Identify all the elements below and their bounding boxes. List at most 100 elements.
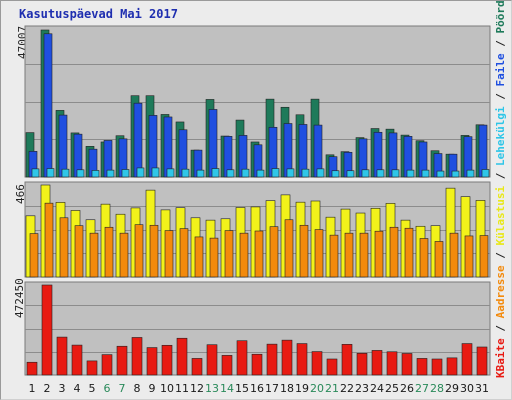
bar-aadresse-day-7 <box>119 232 129 278</box>
bar-kbaite-day-25 <box>386 351 398 376</box>
bar-lehekülgi-day-15 <box>241 168 250 178</box>
bar-kbaite-day-14 <box>221 355 233 376</box>
bar-kbaite-day-2 <box>41 284 53 376</box>
chart-title: Kasutuspäevad Mai 2017 <box>19 7 178 21</box>
bar-lehekülgi-day-12 <box>196 169 205 178</box>
bar-faile-day-13 <box>208 109 218 178</box>
x-tick-label-30: 30 <box>460 382 474 395</box>
bar-aadresse-day-27 <box>419 238 429 278</box>
bar-aadresse-day-26 <box>404 227 414 278</box>
bar-lehekülgi-day-13 <box>211 168 220 178</box>
bar-aadresse-day-21 <box>329 234 339 278</box>
bar-kbaite-day-28 <box>431 358 443 376</box>
x-tick-label-19: 19 <box>295 382 309 395</box>
bar-aadresse-day-2 <box>44 202 54 278</box>
x-tick-label-27: 27 <box>415 382 429 395</box>
bar-lehekülgi-day-6 <box>106 169 115 178</box>
x-tick-label-13: 13 <box>205 382 219 395</box>
bar-kbaite-day-15 <box>236 340 248 376</box>
bar-lehekülgi-day-25 <box>391 169 400 178</box>
bar-lehekülgi-day-23 <box>361 169 370 178</box>
bar-aadresse-day-20 <box>314 229 324 278</box>
bar-kbaite-day-19 <box>296 343 308 376</box>
bar-lehekülgi-day-1 <box>31 168 40 178</box>
bar-faile-day-2 <box>43 33 53 178</box>
bar-kbaite-day-10 <box>161 344 173 376</box>
bar-lehekülgi-day-14 <box>226 169 235 178</box>
bar-aadresse-day-15 <box>239 232 249 278</box>
x-tick-label-31: 31 <box>475 382 489 395</box>
bar-kbaite-day-16 <box>251 353 263 376</box>
x-tick-label-1: 1 <box>29 382 36 395</box>
bar-kbaite-day-11 <box>176 337 188 376</box>
bar-lehekülgi-day-29 <box>451 170 460 178</box>
x-tick-label-11: 11 <box>175 382 189 395</box>
bar-lehekülgi-day-22 <box>346 170 355 178</box>
bar-kbaite-day-22 <box>341 344 353 376</box>
bar-aadresse-day-25 <box>389 226 399 278</box>
bar-lehekülgi-day-10 <box>166 168 175 178</box>
bar-aadresse-day-14 <box>224 230 234 278</box>
bar-aadresse-day-3 <box>59 217 69 278</box>
bar-lehekülgi-day-17 <box>271 168 280 178</box>
bar-lehekülgi-day-8 <box>136 167 145 178</box>
bar-kbaite-day-27 <box>416 358 428 376</box>
bar-kbaite-day-20 <box>311 351 323 376</box>
bar-lehekülgi-day-19 <box>301 168 310 178</box>
x-tick-label-7: 7 <box>119 382 126 395</box>
x-tick-label-15: 15 <box>235 382 249 395</box>
x-tick-label-2: 2 <box>44 382 51 395</box>
bar-lehekülgi-day-31 <box>481 169 490 178</box>
bar-aadresse-day-10 <box>164 230 174 278</box>
x-tick-label-25: 25 <box>385 382 399 395</box>
bar-aadresse-day-18 <box>284 219 294 278</box>
bar-lehekülgi-day-7 <box>121 169 130 178</box>
bar-lehekülgi-day-21 <box>331 170 340 178</box>
bar-aadresse-day-28 <box>434 241 444 278</box>
bar-aadresse-day-16 <box>254 230 264 278</box>
bar-kbaite-day-8 <box>131 337 143 376</box>
bar-aadresse-day-5 <box>89 232 99 278</box>
bar-aadresse-day-6 <box>104 226 114 278</box>
bar-lehekülgi-day-27 <box>421 169 430 178</box>
bar-kbaite-day-31 <box>476 346 488 376</box>
x-tick-label-26: 26 <box>400 382 414 395</box>
bar-aadresse-day-19 <box>299 224 309 278</box>
x-tick-label-12: 12 <box>190 382 204 395</box>
x-tick-label-17: 17 <box>265 382 279 395</box>
bar-lehekülgi-day-24 <box>376 169 385 178</box>
bar-kbaite-day-24 <box>371 350 383 376</box>
x-tick-label-3: 3 <box>59 382 66 395</box>
bar-aadresse-day-22 <box>344 232 354 278</box>
bar-aadresse-day-11 <box>179 228 189 278</box>
bar-lehekülgi-day-30 <box>466 169 475 178</box>
bar-kbaite-day-21 <box>326 358 338 376</box>
bar-kbaite-day-23 <box>356 352 368 376</box>
bar-faile-day-8 <box>133 102 143 178</box>
bar-lehekülgi-day-2 <box>46 168 55 178</box>
bar-faile-day-10 <box>163 116 173 178</box>
bar-kbaite-day-30 <box>461 343 473 376</box>
bar-aadresse-day-31 <box>479 235 489 278</box>
bar-lehekülgi-day-18 <box>286 168 295 178</box>
bar-aadresse-day-13 <box>209 237 219 278</box>
bar-lehekülgi-day-5 <box>91 170 100 178</box>
bar-aadresse-day-30 <box>464 235 474 278</box>
bar-aadresse-day-23 <box>359 232 369 278</box>
bar-kbaite-day-1 <box>26 361 38 376</box>
x-tick-label-29: 29 <box>445 382 459 395</box>
bar-kbaite-day-29 <box>446 357 458 376</box>
x-tick-label-23: 23 <box>355 382 369 395</box>
x-tick-label-24: 24 <box>370 382 384 395</box>
x-tick-label-18: 18 <box>280 382 294 395</box>
bar-lehekülgi-day-16 <box>256 169 265 178</box>
bar-aadresse-day-24 <box>374 230 384 278</box>
bar-lehekülgi-day-3 <box>61 168 70 178</box>
bar-lehekülgi-day-4 <box>76 169 85 178</box>
bar-kbaite-day-12 <box>191 358 203 376</box>
bar-aadresse-day-17 <box>269 226 279 278</box>
x-tick-label-9: 9 <box>149 382 156 395</box>
bar-lehekülgi-day-28 <box>436 170 445 178</box>
bar-aadresse-day-1 <box>29 233 39 278</box>
